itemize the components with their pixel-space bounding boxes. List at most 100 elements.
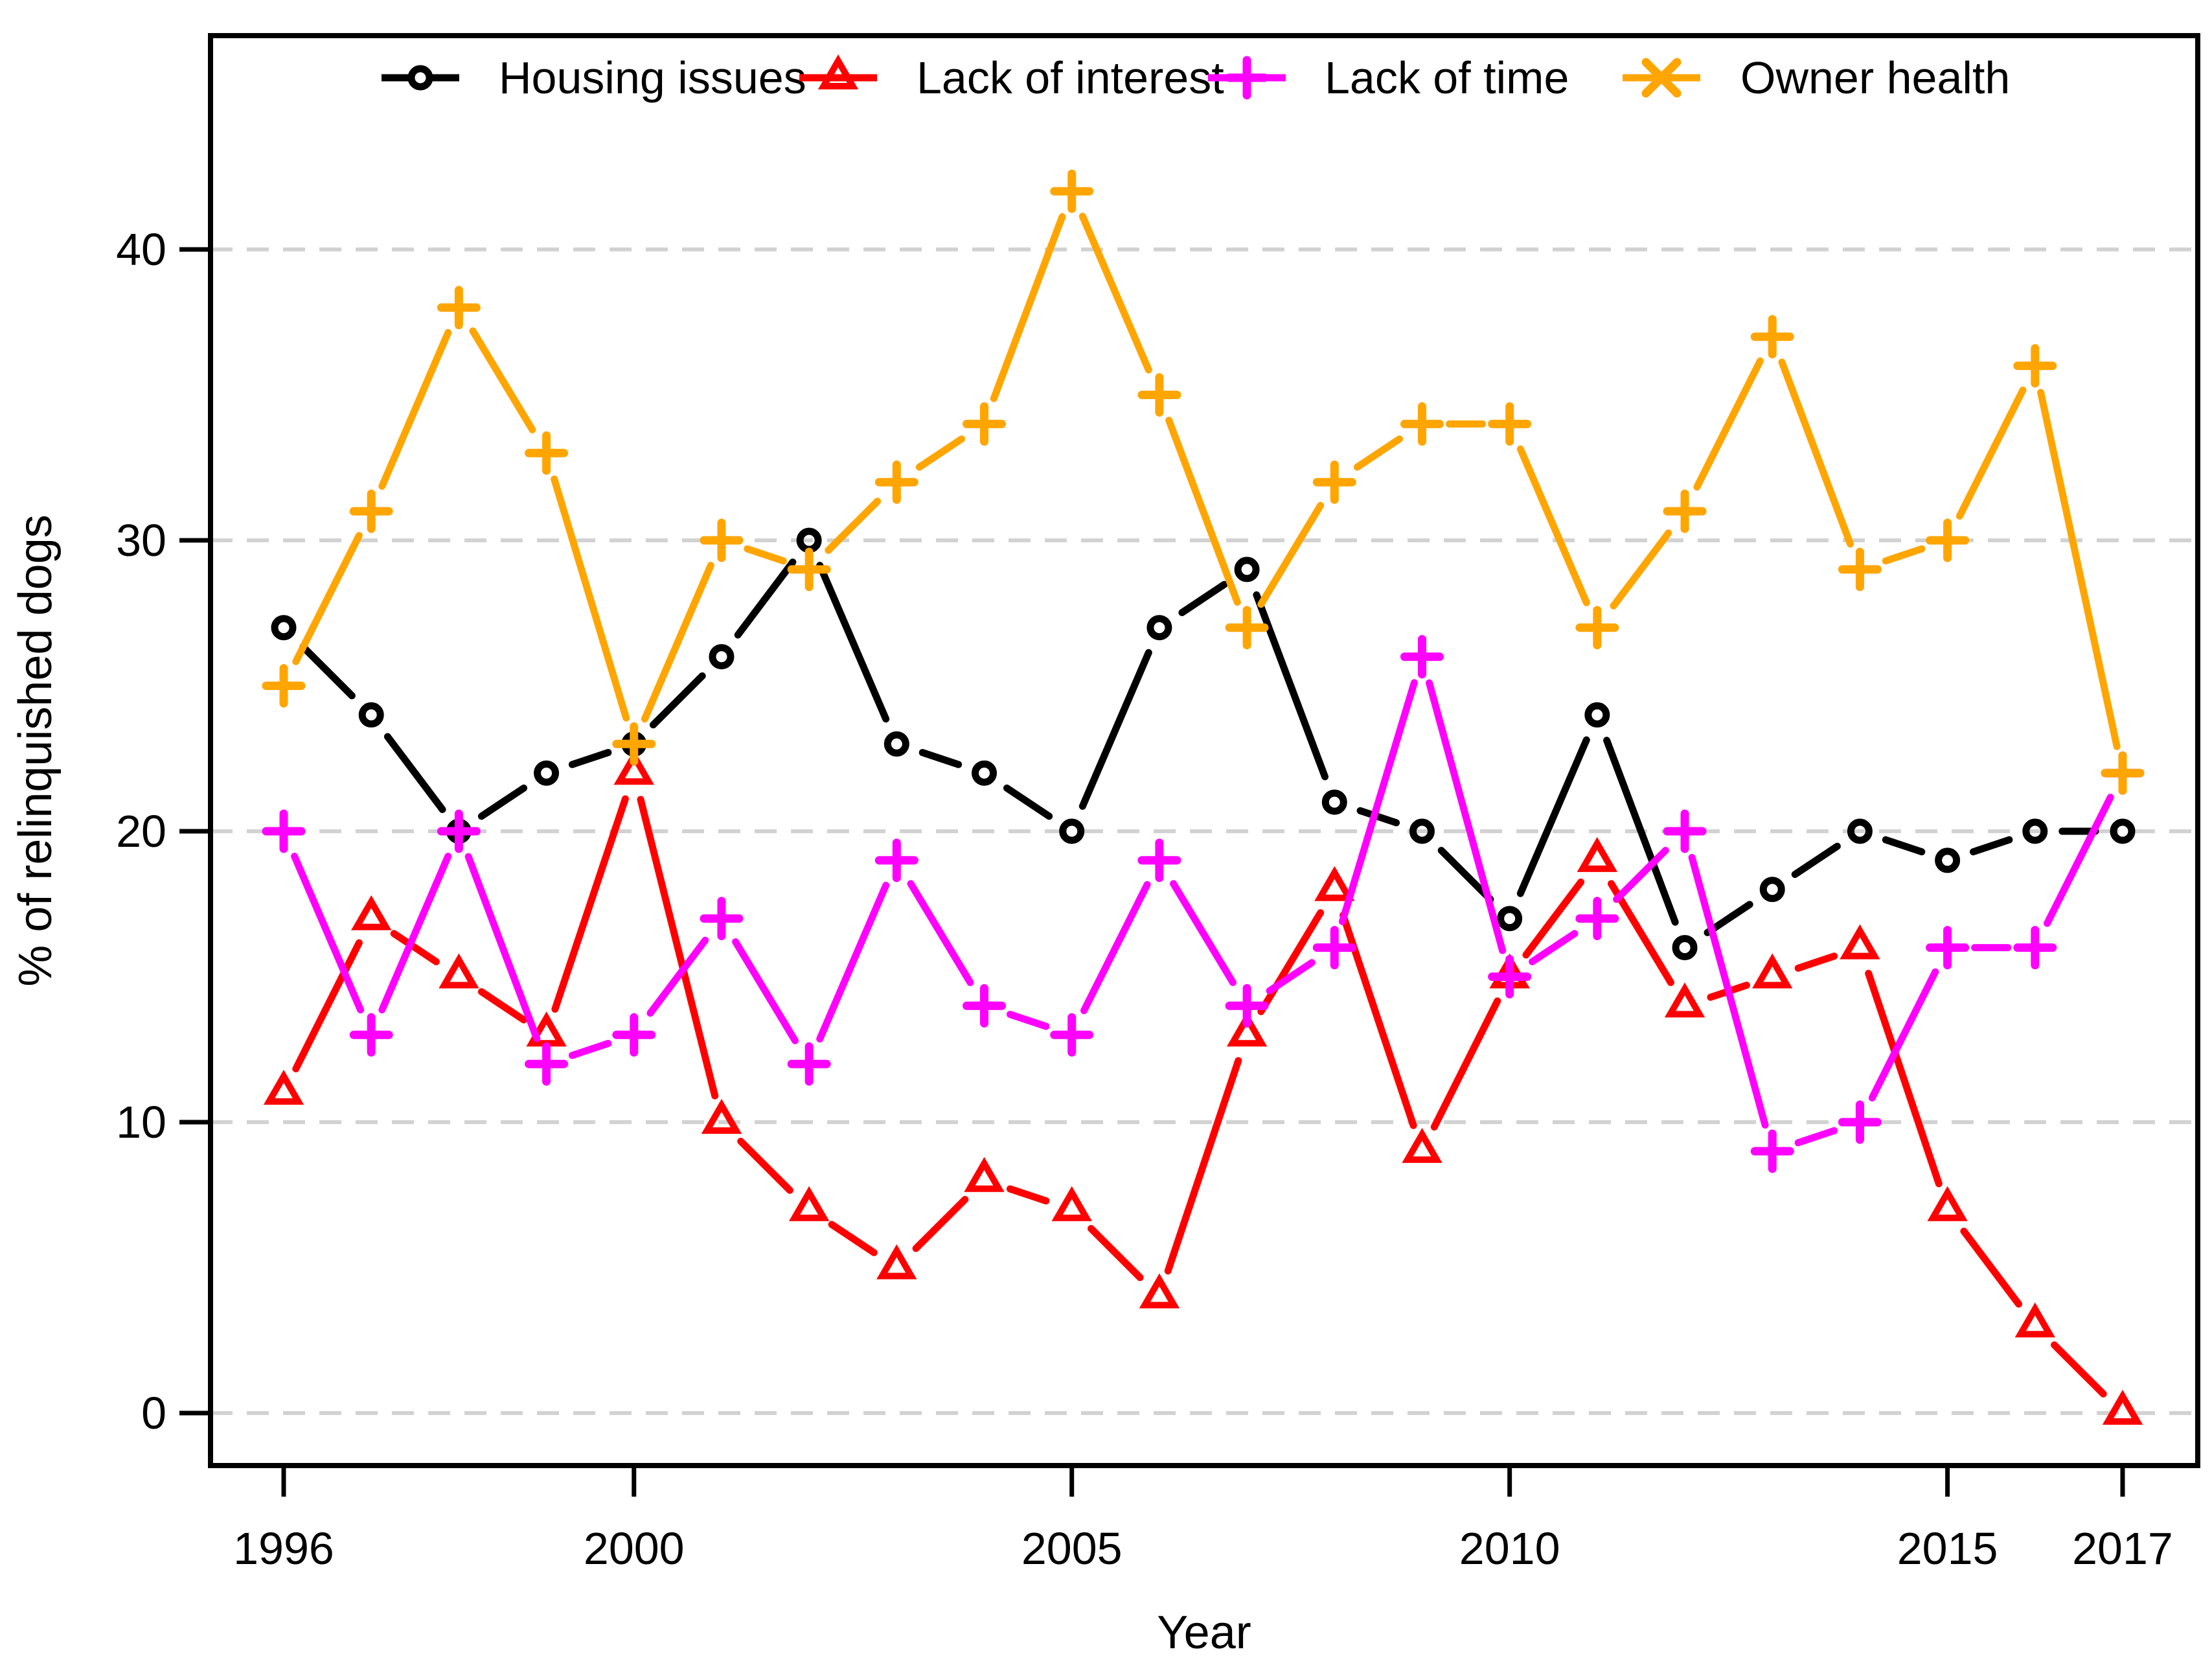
marker-housing-issues-2001 [709,644,735,670]
series-line-segment-lack-of-time [732,938,799,1044]
series-line-segment-lack-of-time [2044,794,2114,927]
marker-housing-issues-2012 [1672,935,1698,961]
series-line-segment-lack-of-interest [2051,1341,2107,1398]
marker-lack-of-interest-2003 [876,1244,917,1280]
series-line-segment-housing-issues [1791,842,1841,879]
series-line-segment-owner-health [1165,417,1241,606]
legend-label-lack-of-interest: Lack of interest [917,52,1224,103]
series-line-segment-housing-issues [1356,807,1400,827]
marker-housing-issues-2013 [1759,877,1785,903]
series-line-segment-lack-of-time [1170,880,1237,986]
series-line-segment-housing-issues [1437,847,1494,903]
series-line-segment-lack-of-time [1080,880,1151,1015]
series-line-segment-lack-of-interest [1257,909,1325,1015]
marker-housing-issues-2017 [2110,818,2136,844]
series-line-segment-lack-of-interest [390,930,440,965]
series-line-segment-housing-issues [650,672,706,729]
series-lack-of-interest [263,750,2143,1425]
series-line-segment-owner-health [641,562,714,723]
series-line-segment-lack-of-interest [912,1195,969,1252]
marker-housing-issues-2015 [1935,847,1961,873]
y-tick-label-20: 20 [116,806,166,857]
series-line-segment-lack-of-interest [1608,880,1674,986]
series-line-segment-housing-issues [1003,784,1053,820]
series-line-segment-lack-of-time [1794,1127,1838,1147]
legend-marker-owner-health [1641,58,1682,98]
series-line-segment-lack-of-time [568,1040,612,1059]
x-axis-title: Year [1157,1607,1251,1659]
marker-housing-issues-2004 [972,760,998,786]
marker-lack-of-interest-2004 [964,1156,1005,1192]
series-line-segment-owner-health [744,545,787,565]
marker-housing-issues-1996 [271,615,297,641]
series-line-segment-housing-issues [1078,649,1152,810]
marker-housing-issues-2007 [1234,557,1260,582]
axes-layer: 1996 2000 2005 2010 2015 2017 0 10 20 30 40 Year % o… [10,224,2173,1659]
legend-item-housing-issues: Housing issues [382,52,806,103]
series-line-segment-lack-of-interest [551,795,629,1013]
series-line-segment-owner-health [1882,545,1926,565]
y-tick-label-30: 30 [116,515,166,566]
series-line-segment-lack-of-time [1688,854,1769,1129]
x-tick-label-2005: 2005 [1021,1523,1123,1574]
legend-item-lack-of-interest: Lack of interest [799,52,1224,103]
marker-lack-of-interest-2012 [1664,982,1705,1018]
series-line-segment-lack-of-interest [477,988,528,1024]
marker-lack-of-interest-2017 [2102,1389,2143,1425]
gridlines-layer [211,247,2198,1415]
plot-border [208,33,2200,1468]
series-line-segment-lack-of-interest [1522,879,1585,959]
series-line-segment-owner-health [1353,435,1403,471]
series-line-segment-housing-issues [383,733,446,813]
series-line-segment-lack-of-time [1613,847,1669,903]
series-line-segment-lack-of-interest [1430,997,1501,1131]
series-line-segment-owner-health [1693,357,1764,491]
marker-housing-issues-2005 [1059,818,1085,844]
marker-lack-of-interest-2006 [1139,1273,1180,1309]
marker-lack-of-interest-2000 [613,750,654,785]
x-tick-label-2017: 2017 [2072,1523,2173,1574]
series-line-segment-housing-issues [918,749,963,768]
marker-lack-of-interest-2016 [2014,1302,2055,1338]
series-line-segment-housing-issues [1970,836,2013,856]
marker-lack-of-interest-2007 [1226,1011,1268,1047]
series-owner-health [262,169,2145,795]
series-line-segment-owner-health [1078,213,1152,374]
y-axis-title: % of relinquished dogs [10,514,62,986]
legend-item-owner-health: Owner health [1623,52,2010,103]
series-line-segment-owner-health [990,213,1066,402]
series-line-segment-lack-of-interest [1006,1185,1050,1204]
series-line-segment-lack-of-interest [737,1138,793,1194]
y-tick-label-40: 40 [116,224,166,275]
series-line-segment-housing-issues [299,643,356,700]
series-line-segment-housing-issues [734,558,797,639]
series-line-segment-housing-issues [1178,581,1228,616]
marker-housing-issues-2014 [1847,818,1873,844]
series-line-segment-owner-health [469,327,536,433]
series-line-segment-owner-health [1778,358,1854,548]
series-line-segment-lack-of-interest [1960,1227,2022,1308]
marker-lack-of-interest-2008 [1314,866,1355,901]
series-line-segment-lack-of-time [1868,968,1939,1101]
series-line-segment-owner-health [915,435,965,471]
series-line-segment-housing-issues [1253,591,1328,781]
series-layer [262,169,2145,1425]
marker-lack-of-interest-1998 [439,953,479,989]
x-tick-label-2015: 2015 [1897,1523,1998,1574]
series-line-segment-lack-of-time [907,880,974,986]
series-line-segment-housing-issues [1882,836,1926,856]
series-line-segment-owner-health [292,532,363,665]
series-line-segment-housing-issues [568,749,612,768]
series-line-segment-lack-of-time [1266,959,1316,995]
series-line-segment-housing-issues [1603,737,1679,926]
series-line-segment-housing-issues [477,784,528,820]
series-line-segment-lack-of-time [378,853,452,1014]
y-tick-label-0: 0 [141,1388,166,1438]
marker-housing-issues-2003 [884,731,909,757]
marker-lack-of-interest-2011 [1577,836,1618,872]
series-lack-of-time [262,635,2145,1173]
series-line-segment-lack-of-time [464,853,541,1042]
marker-lack-of-interest-2001 [701,1099,742,1134]
